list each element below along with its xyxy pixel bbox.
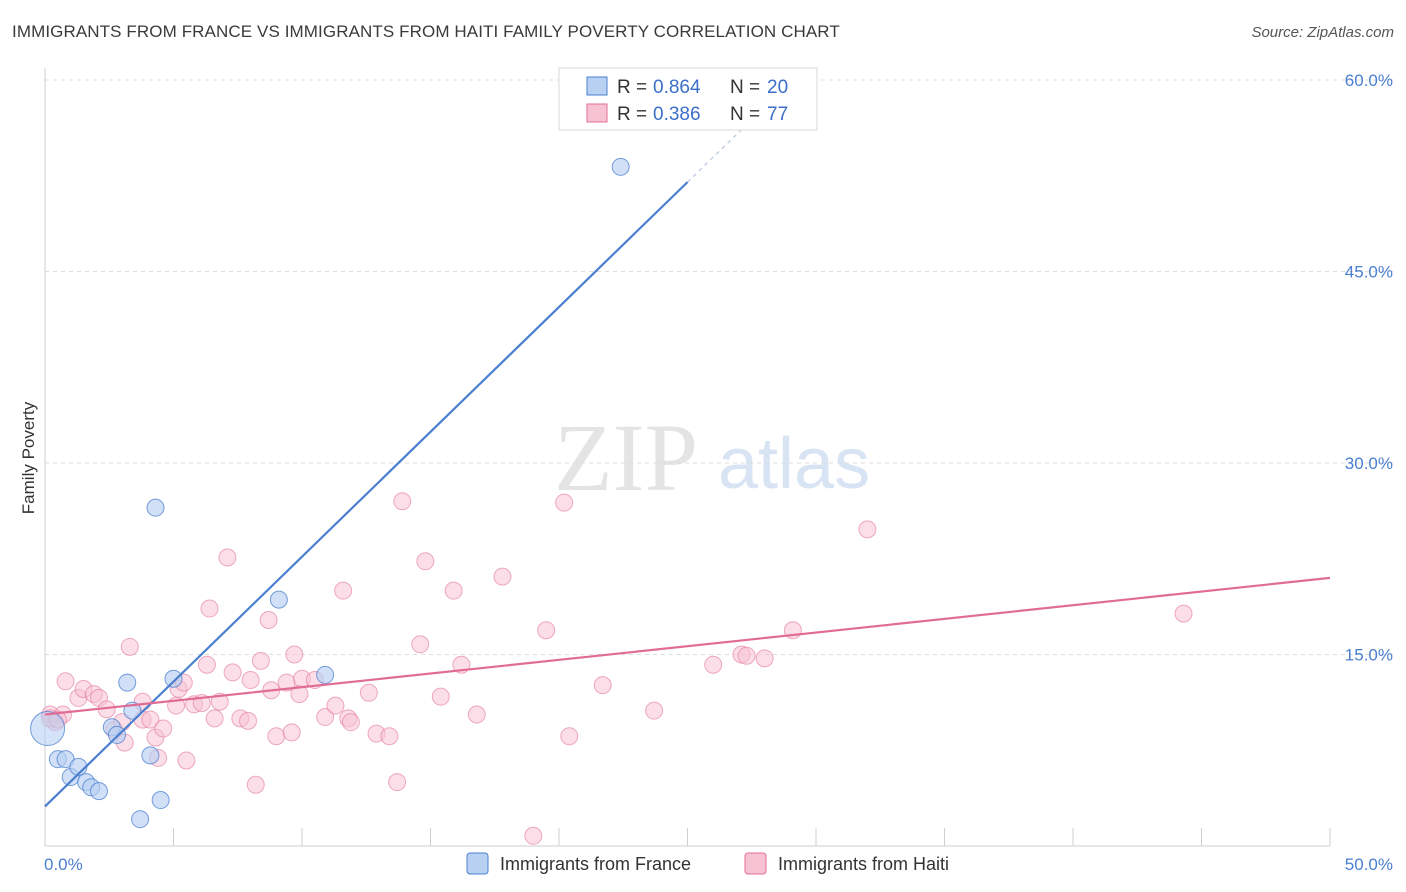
haiti-point-32 <box>239 711 258 730</box>
france-point-18 <box>316 665 335 684</box>
x-tick-label-1: 50.0% <box>1345 855 1393 874</box>
france-point-10 <box>118 673 137 692</box>
haiti-point-53 <box>388 773 407 792</box>
haiti-point-73 <box>858 520 877 539</box>
france-point-14 <box>151 791 170 810</box>
correlation-legend: R = 0.864 N = 20 R = 0.386 N = 77 <box>558 67 818 131</box>
france-point-7 <box>89 782 108 801</box>
x-tick-label-0: 0.0% <box>44 855 83 874</box>
haiti-point-28 <box>210 692 229 711</box>
haiti-point-60 <box>467 705 486 724</box>
haiti-point-25 <box>197 655 216 674</box>
series-legend: Immigrants from France Immigrants from H… <box>466 852 949 875</box>
haiti-point-63 <box>537 621 556 640</box>
y-tick-labels: 15.0% 30.0% 45.0% 60.0% <box>1345 71 1393 665</box>
france-point-12 <box>141 746 160 765</box>
haiti-trend-line <box>44 576 1331 716</box>
legend-france-n-value: 20 <box>767 77 788 98</box>
y-axis-title: Family Poverty <box>19 401 38 514</box>
bottom-legend-haiti: Immigrants from Haiti <box>778 854 949 874</box>
series-france-points <box>30 157 630 829</box>
haiti-point-49 <box>341 713 360 732</box>
haiti-point-12 <box>120 637 139 656</box>
haiti-point-22 <box>177 751 196 770</box>
haiti-point-41 <box>285 645 304 664</box>
haiti-point-66 <box>593 676 612 695</box>
france-point-15 <box>131 810 150 829</box>
haiti-point-65 <box>560 727 579 746</box>
legend-france-r-label: R = <box>617 77 647 98</box>
haiti-point-56 <box>416 552 435 571</box>
source-credit: Source: ZipAtlas.com <box>1251 24 1394 41</box>
y-tick-label-1: 30.0% <box>1345 454 1393 473</box>
haiti-point-70 <box>737 646 756 665</box>
france-point-17 <box>269 590 288 609</box>
legend-swatch-haiti <box>586 103 608 123</box>
watermark-zip: ZIP <box>554 404 698 511</box>
france-point-0 <box>30 711 66 747</box>
haiti-point-36 <box>259 611 278 630</box>
haiti-point-50 <box>359 683 378 702</box>
bottom-legend-swatch-haiti <box>744 852 767 875</box>
haiti-point-55 <box>411 635 430 654</box>
haiti-point-67 <box>645 701 664 720</box>
legend-france-r-value: 0.864 <box>653 77 701 98</box>
chart-title: IMMIGRANTS FROM FRANCE VS IMMIGRANTS FRO… <box>12 22 840 41</box>
watermark-atlas: atlas <box>718 424 870 504</box>
legend-haiti-r-value: 0.386 <box>653 104 701 125</box>
haiti-point-57 <box>431 687 450 706</box>
haiti-point-58 <box>444 581 463 600</box>
haiti-point-38 <box>267 727 286 746</box>
axes <box>44 68 1331 847</box>
france-point-16 <box>164 669 183 688</box>
haiti-point-68 <box>704 655 723 674</box>
haiti-point-47 <box>334 581 353 600</box>
legend-swatch-france <box>586 76 608 96</box>
bottom-legend-france: Immigrants from France <box>500 854 691 874</box>
haiti-point-74 <box>1174 604 1193 623</box>
haiti-point-61 <box>493 567 512 586</box>
legend-haiti-n-label: N = <box>730 104 760 125</box>
france-point-19 <box>611 157 630 176</box>
haiti-point-46 <box>326 696 345 715</box>
x-tick-labels: 0.0% 50.0% <box>44 855 1393 874</box>
haiti-point-40 <box>282 723 301 742</box>
haiti-point-15 <box>141 710 160 729</box>
haiti-point-34 <box>246 775 265 794</box>
legend-france-n-label: N = <box>730 77 760 98</box>
series-haiti-points <box>41 492 1193 845</box>
y-tick-label-0: 15.0% <box>1345 646 1393 665</box>
y-tick-label-3: 60.0% <box>1345 71 1393 90</box>
watermark: ZIP atlas <box>554 404 870 511</box>
haiti-point-27 <box>205 709 224 728</box>
haiti-point-52 <box>380 727 399 746</box>
haiti-point-64 <box>555 493 574 512</box>
bottom-legend-swatch-france <box>466 852 489 875</box>
haiti-point-45 <box>316 708 335 727</box>
france-point-13 <box>146 498 165 517</box>
haiti-point-71 <box>755 649 774 668</box>
haiti-point-35 <box>251 651 270 670</box>
haiti-point-29 <box>218 548 237 567</box>
haiti-point-26 <box>200 599 219 618</box>
legend-haiti-n-value: 77 <box>767 104 788 125</box>
haiti-point-3 <box>56 672 75 691</box>
haiti-point-18 <box>154 719 173 738</box>
haiti-point-54 <box>393 492 412 511</box>
legend-haiti-r-label: R = <box>617 104 647 125</box>
y-tick-label-2: 45.0% <box>1345 263 1393 282</box>
haiti-point-62 <box>524 826 543 845</box>
haiti-point-30 <box>223 663 242 682</box>
haiti-point-33 <box>241 671 260 690</box>
grid-lines <box>45 79 1395 655</box>
